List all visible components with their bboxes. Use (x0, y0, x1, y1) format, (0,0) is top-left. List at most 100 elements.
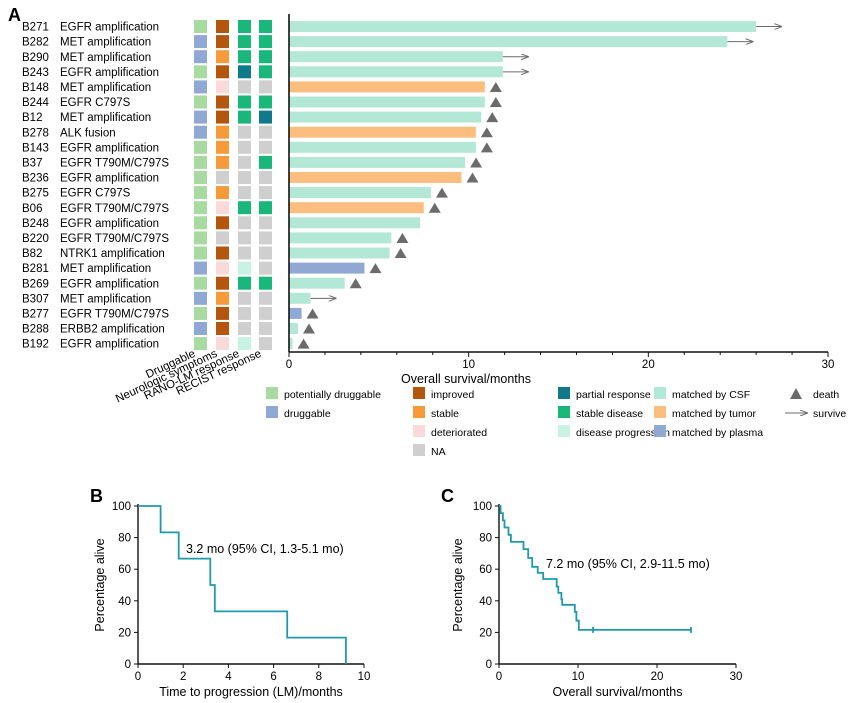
x-tick-label: 6 (270, 671, 276, 683)
y-tick-label: 20 (479, 627, 492, 639)
patient-alteration: NTRK1 amplification (60, 248, 165, 260)
recist-cell (259, 201, 272, 215)
druggable-cell (194, 125, 207, 139)
x-tick-label: 4 (225, 671, 232, 683)
patient-alteration: ALK fusion (60, 127, 116, 139)
rano-cell (238, 337, 251, 351)
patient-alteration: EGFR C797S (60, 188, 131, 200)
x-axis: 0 10 20 30 Overall survival/months (286, 14, 835, 386)
legend-swatch (413, 444, 425, 456)
rano-cell (238, 291, 251, 305)
y-axis-label: Percentage alive (93, 538, 107, 631)
survival-bar (289, 202, 424, 214)
survival-bar (289, 156, 466, 168)
neuro-cell (216, 80, 229, 94)
median-annotation: 3.2 mo (95% CI, 1.3-5.1 mo) (186, 542, 344, 556)
legend-swatch (413, 425, 425, 437)
survival-bar (289, 307, 302, 319)
patient-id: B243 (22, 67, 49, 79)
neuro-cell (216, 306, 229, 320)
druggable-cell (194, 110, 207, 124)
patient-id: B288 (22, 324, 49, 336)
patient-alteration: EGFR amplification (60, 22, 159, 34)
x-tick-label: 0 (286, 359, 292, 371)
death-marker (480, 127, 493, 138)
legend-label: matched by CSF (672, 389, 750, 401)
survival-bar (289, 51, 503, 63)
legend-swatch (558, 425, 570, 437)
legend-label: partial response (576, 389, 651, 401)
patient-alteration: MET amplification (60, 263, 151, 275)
neuro-cell (216, 216, 229, 230)
druggable-cell (194, 201, 207, 215)
x-axis-label: Time to progression (LM)/months (159, 685, 343, 699)
survival-bar (289, 21, 757, 32)
rano-cell (238, 20, 251, 33)
y-axis-label: Percentage alive (451, 538, 465, 631)
rano-cell (238, 186, 251, 200)
patient-alteration: EGFR T790M/C797S (60, 203, 169, 215)
legend-label: druggable (284, 408, 331, 420)
x-tick-label: 20 (642, 359, 655, 371)
patient-id: B06 (22, 203, 42, 215)
rano-cell (238, 110, 251, 124)
y-tick-label: 20 (118, 627, 131, 639)
neuro-cell (216, 95, 229, 109)
recist-cell (259, 65, 272, 79)
neuro-cell (216, 171, 229, 184)
patient-id: B277 (22, 308, 49, 320)
druggable-cell (194, 216, 207, 230)
patient-id: B281 (22, 263, 49, 275)
y-tick-label: 0 (486, 659, 492, 671)
patient-alteration: MET amplification (60, 37, 151, 49)
recist-cell (259, 306, 272, 320)
druggable-cell (194, 20, 207, 33)
patient-alteration: EGFR T790M/C797S (60, 308, 169, 320)
death-marker (394, 248, 407, 259)
death-marker (369, 263, 382, 274)
patient-alteration: EGFR T790M/C797S (60, 233, 169, 245)
rano-cell (238, 35, 251, 49)
km-curve (138, 505, 347, 664)
neuro-cell (216, 50, 229, 64)
legend-swatch (654, 425, 666, 437)
patient-id: B148 (22, 82, 49, 94)
x-tick-label: 0 (496, 671, 502, 683)
druggable-cell (194, 35, 207, 49)
survival-bar (289, 141, 476, 153)
recist-cell (259, 80, 272, 94)
recist-cell (259, 155, 272, 169)
legend-label: potentially druggable (284, 389, 381, 401)
neuro-cell (216, 125, 229, 139)
rano-cell (238, 276, 251, 290)
death-marker (302, 323, 315, 334)
recist-cell (259, 95, 272, 109)
legend-swatch (654, 406, 666, 418)
rano-cell (238, 322, 251, 335)
recist-cell (259, 50, 272, 64)
x-tick-label: 10 (462, 359, 475, 371)
x-tick-label: 10 (572, 671, 585, 683)
x-tick-label: 30 (822, 359, 835, 371)
legend-label: survive (813, 408, 846, 420)
patient-id: B37 (22, 157, 42, 169)
death-marker (480, 142, 493, 153)
panel-c-km-plot: 0 20 40 60 80 100 0 10 20 30 Overall survival/mont… (451, 501, 742, 699)
rano-cell (238, 171, 251, 184)
x-tick-label: 0 (135, 671, 141, 683)
patient-alteration: EGFR amplification (60, 173, 159, 185)
legend-swatch (266, 387, 278, 399)
km-curve (499, 505, 691, 631)
recist-cell (259, 276, 272, 290)
patient-id: B290 (22, 52, 49, 64)
patient-alteration: EGFR C797S (60, 97, 131, 109)
neuro-cell (216, 201, 229, 215)
legend: potentially druggable druggable improved st… (266, 387, 846, 458)
y-tick-label: 40 (118, 596, 131, 608)
patient-id: B143 (22, 142, 49, 154)
patient-id: B82 (22, 248, 42, 260)
patient-id: B236 (22, 173, 49, 185)
legend-swatch (558, 387, 570, 399)
y-tick-label: 100 (473, 501, 492, 513)
survival-bar (289, 81, 485, 93)
